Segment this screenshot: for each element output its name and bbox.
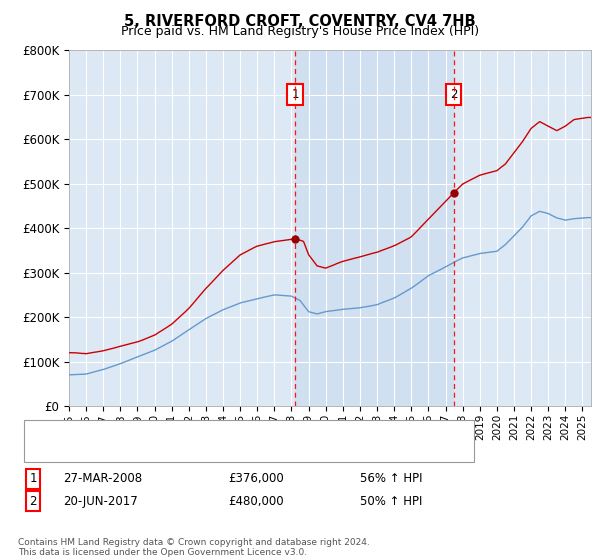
Text: 5, RIVERFORD CROFT, COVENTRY, CV4 7HB (detached house): 5, RIVERFORD CROFT, COVENTRY, CV4 7HB (d…	[75, 427, 419, 437]
Text: Contains HM Land Registry data © Crown copyright and database right 2024.
This d: Contains HM Land Registry data © Crown c…	[18, 538, 370, 557]
Bar	[295, 50, 454, 406]
Text: 56% ↑ HPI: 56% ↑ HPI	[360, 472, 422, 486]
Text: 5, RIVERFORD CROFT, COVENTRY, CV4 7HB: 5, RIVERFORD CROFT, COVENTRY, CV4 7HB	[124, 14, 476, 29]
Text: £376,000: £376,000	[228, 472, 284, 486]
Text: 1: 1	[292, 88, 299, 101]
Text: 2: 2	[450, 88, 457, 101]
Text: HPI: Average price, detached house, Coventry: HPI: Average price, detached house, Cove…	[75, 446, 332, 456]
Text: 50% ↑ HPI: 50% ↑ HPI	[360, 494, 422, 508]
Text: Price paid vs. HM Land Registry's House Price Index (HPI): Price paid vs. HM Land Registry's House …	[121, 25, 479, 38]
Text: £480,000: £480,000	[228, 494, 284, 508]
Text: 2: 2	[29, 494, 37, 508]
Text: 20-JUN-2017: 20-JUN-2017	[63, 494, 138, 508]
Text: 1: 1	[29, 472, 37, 486]
Text: 27-MAR-2008: 27-MAR-2008	[63, 472, 142, 486]
